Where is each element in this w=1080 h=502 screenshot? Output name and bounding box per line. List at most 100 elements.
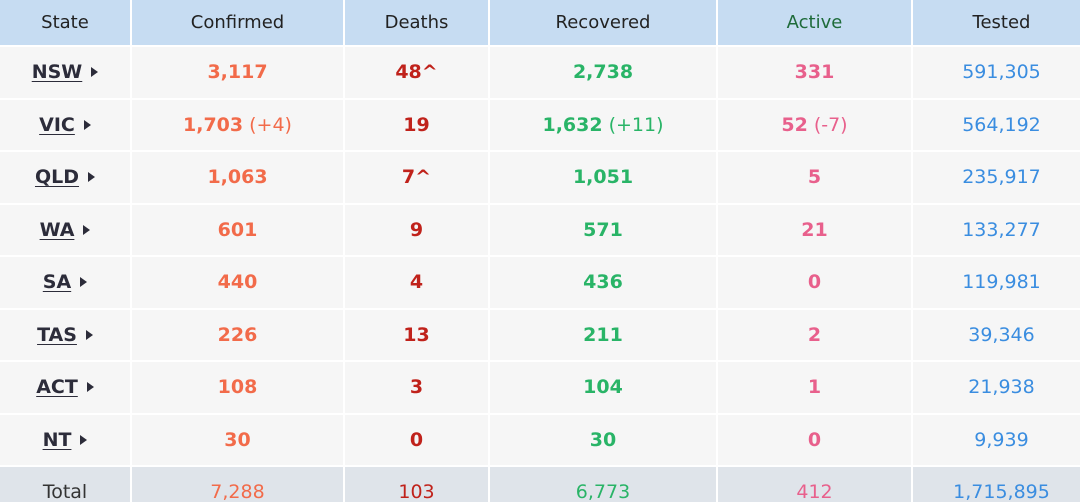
tested-value: 39,346 [968,323,1035,346]
active-value: 52 [781,113,808,136]
confirmed-delta: (+4) [249,113,292,136]
confirmed-cell: 1,063 [132,152,343,203]
confirmed-value: 440 [217,271,258,294]
state-toggle[interactable]: TAS [37,324,93,346]
deaths-value: 19 [403,113,430,136]
state-toggle[interactable]: WA [40,219,91,241]
recovered-value: 1,632 [542,113,603,136]
confirmed-cell: 601 [132,204,343,255]
deaths-cell: 48^ [345,47,488,98]
caret-right-icon[interactable] [80,277,88,288]
active-value: 0 [807,428,822,451]
active-cell: 1 [718,362,911,413]
tested-value: 133,277 [962,218,1041,241]
state-cell[interactable]: NT [0,414,130,465]
confirmed-cell: 108 [132,362,343,413]
deaths-cell: 13 [345,309,488,360]
active-value: 331 [794,61,835,84]
recovered-cell: 436 [490,257,716,308]
recovered-cell: 30 [490,414,716,465]
caret-right-icon[interactable] [91,67,99,78]
state-name[interactable]: SA [42,271,72,294]
state-cell[interactable]: QLD [0,152,130,203]
header-state[interactable]: State [0,0,130,45]
total-recovered: 6,773 [490,467,716,502]
active-delta: (-7) [813,113,848,136]
active-cell: 0 [718,414,911,465]
state-name[interactable]: QLD [34,166,80,189]
confirmed-value: 3,117 [207,61,268,84]
caret-right-icon[interactable] [80,434,88,445]
active-value: 5 [807,166,822,189]
deaths-cell: 19 [345,99,488,150]
recovered-value: 2,738 [572,61,634,84]
caret-right-icon[interactable] [83,119,91,130]
recovered-value: 1,051 [572,166,634,189]
tested-value: 21,938 [968,376,1035,399]
caret-right-icon[interactable] [83,224,91,235]
state-cell[interactable]: TAS [0,309,130,360]
tested-cell: 39,346 [913,309,1080,360]
state-toggle[interactable]: VIC [39,114,91,136]
active-value: 21 [801,218,828,241]
tested-value: 235,917 [962,166,1041,189]
recovered-delta: (+11) [608,113,664,136]
total-confirmed: 7,288 [132,467,343,502]
tested-value: 591,305 [962,61,1041,84]
confirmed-cell: 1,703 (+4) [132,99,343,150]
confirmed-cell: 226 [132,309,343,360]
deaths-cell: 0 [345,414,488,465]
deaths-value: 0 [409,428,424,451]
state-name[interactable]: TAS [37,323,77,346]
total-deaths: 103 [345,467,488,502]
confirmed-value: 601 [217,218,258,241]
active-cell: 331 [718,47,911,98]
state-toggle[interactable]: NT [43,429,88,451]
header-deaths[interactable]: Deaths [345,0,488,45]
state-cell[interactable]: ACT [0,362,130,413]
confirmed-value: 226 [217,323,258,346]
tested-cell: 591,305 [913,47,1080,98]
header-confirmed[interactable]: Confirmed [132,0,343,45]
caret-right-icon[interactable] [85,329,93,340]
total-label: Total [0,467,130,502]
confirmed-cell: 30 [132,414,343,465]
header-tested[interactable]: Tested [913,0,1080,45]
tested-cell: 9,939 [913,414,1080,465]
tested-value: 119,981 [962,271,1041,294]
recovered-value: 104 [583,376,623,399]
recovered-value: 571 [583,218,623,241]
tested-cell: 235,917 [913,152,1080,203]
state-toggle[interactable]: ACT [36,376,94,398]
deaths-value: 3 [409,376,424,399]
state-toggle[interactable]: NSW [32,61,99,83]
state-cell[interactable]: NSW [0,47,130,98]
state-name[interactable]: ACT [36,376,78,399]
active-cell: 5 [718,152,911,203]
tested-value: 564,192 [962,113,1041,136]
confirmed-value: 1,703 [183,113,244,136]
recovered-cell: 2,738 [490,47,716,98]
deaths-value: 13 [403,323,430,346]
state-name[interactable]: VIC [39,113,75,136]
active-cell: 0 [718,257,911,308]
active-cell: 2 [718,309,911,360]
header-recovered[interactable]: Recovered [490,0,716,45]
state-toggle[interactable]: SA [42,271,88,294]
state-cell[interactable]: VIC [0,99,130,150]
state-name[interactable]: WA [39,218,75,241]
state-toggle[interactable]: QLD [34,166,96,189]
active-cell: 52 (-7) [718,99,911,150]
state-name[interactable]: NT [42,428,72,451]
tested-cell: 119,981 [913,257,1080,308]
tested-value: 9,939 [974,428,1029,451]
caret-right-icon[interactable] [88,172,96,183]
active-value: 0 [807,271,822,294]
total-active: 412 [718,467,911,502]
header-active[interactable]: Active [718,0,911,45]
caret-right-icon[interactable] [86,382,94,393]
state-cell[interactable]: WA [0,204,130,255]
state-cell[interactable]: SA [0,257,130,308]
state-name[interactable]: NSW [31,61,83,84]
recovered-cell: 1,632 (+11) [490,99,716,150]
